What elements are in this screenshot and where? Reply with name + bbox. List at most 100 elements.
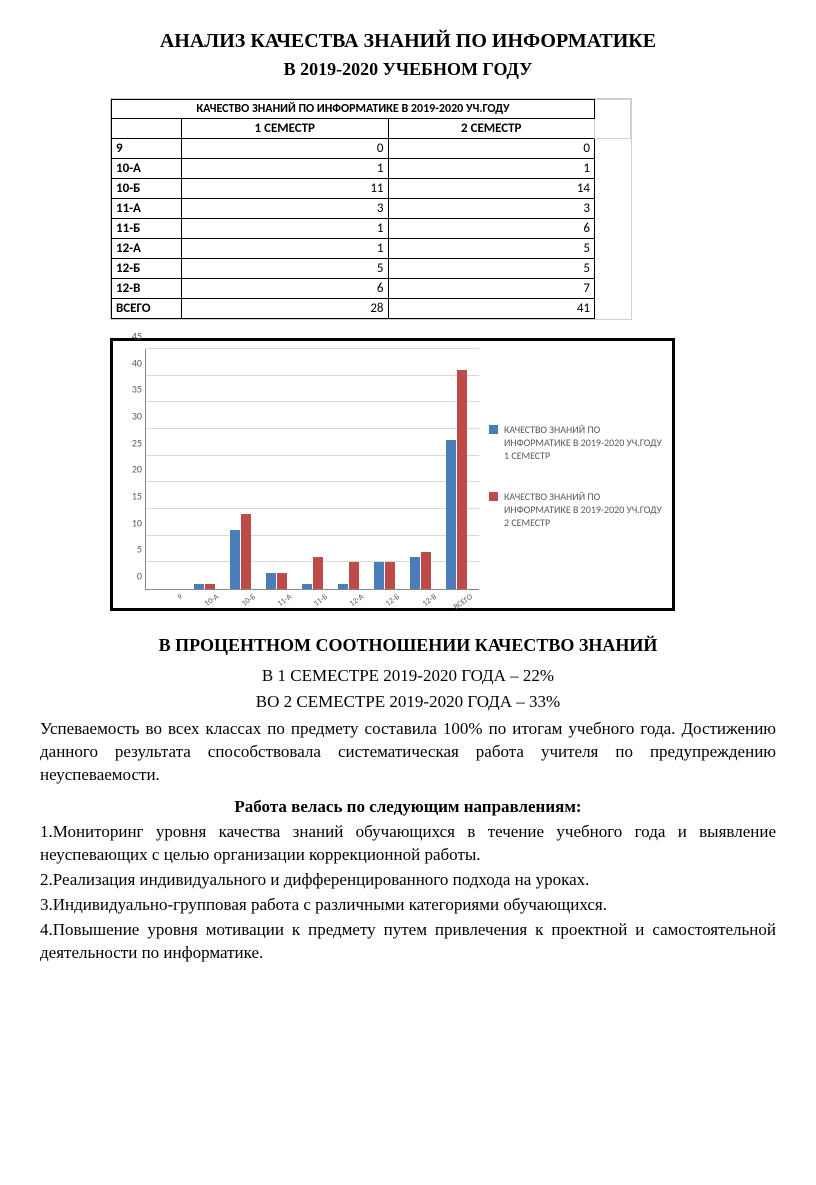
table-header-span: КАЧЕСТВО ЗНАНИЙ ПО ИНФОРМАТИКЕ В 2019-20… — [112, 100, 595, 119]
table-cell-sem2: 1 — [388, 159, 595, 179]
chart-bar-group — [230, 514, 251, 589]
table-col-2: 2 СЕМЕСТР — [388, 119, 595, 139]
table-row: 900 — [112, 139, 631, 159]
chart-ytick: 35 — [122, 383, 142, 396]
chart-x-labels: 910-А10-Б11-А11-Б12-А12-Б12-ВВСЕГО — [145, 590, 479, 602]
list-item: 3.Индивидуально-групповая работа с разли… — [40, 894, 776, 917]
legend-item-2: КАЧЕСТВО ЗНАНИЙ ПО ИНФОРМАТИКЕ В 2019-20… — [489, 490, 666, 529]
page-subtitle: В 2019-2020 УЧЕБНОМ ГОДУ — [40, 59, 776, 80]
table-cell-sem2: 14 — [388, 179, 595, 199]
table-cell-sem2: 3 — [388, 199, 595, 219]
legend-swatch-icon — [489, 425, 498, 434]
chart-ytick: 15 — [122, 490, 142, 503]
chart-bar-group — [266, 573, 287, 589]
table-col-1: 1 СЕМЕСТР — [182, 119, 389, 139]
quality-table: КАЧЕСТВО ЗНАНИЙ ПО ИНФОРМАТИКЕ В 2019-20… — [110, 98, 632, 320]
chart-bar-s2 — [349, 562, 359, 589]
table-cell-sem1: 28 — [182, 299, 389, 319]
list-item: 2.Реализация индивидуального и дифференц… — [40, 869, 776, 892]
table-empty-corner — [112, 119, 182, 139]
table-extra-col — [595, 100, 631, 139]
chart-bar-s1 — [266, 573, 276, 589]
paragraph-1: Успеваемость во всех классах по предмету… — [40, 718, 776, 787]
chart-bar-group — [446, 370, 467, 589]
chart-bar-s1 — [302, 584, 312, 589]
chart-ytick: 30 — [122, 410, 142, 423]
chart-xlabel: 12-Б — [377, 592, 402, 614]
work-heading: Работа велась по следующим направлениям: — [40, 797, 776, 817]
percent-heading: В ПРОЦЕНТНОМ СООТНОШЕНИИ КАЧЕСТВО ЗНАНИЙ — [40, 635, 776, 656]
chart-xlabel: 10-Б — [232, 592, 257, 614]
chart-ytick: 40 — [122, 356, 142, 369]
table-cell-sem1: 3 — [182, 199, 389, 219]
chart-xlabel: 12-А — [341, 592, 366, 614]
table-row-label: 12-Б — [112, 259, 182, 279]
percent-line-1: В 1 СЕМЕСТРЕ 2019-2020 ГОДА – 22% — [40, 666, 776, 686]
list-item: 4.Повышение уровня мотивации к предмету … — [40, 919, 776, 965]
chart-ytick: 0 — [122, 570, 142, 583]
table-row-label: 10-Б — [112, 179, 182, 199]
table-row-label: 9 — [112, 139, 182, 159]
table-cell-sem2: 6 — [388, 219, 595, 239]
chart-bar-s1 — [446, 440, 456, 589]
chart-bar-group — [410, 552, 431, 589]
page-title: АНАЛИЗ КАЧЕСТВА ЗНАНИЙ ПО ИНФОРМАТИКЕ — [40, 30, 776, 53]
chart-bar-s2 — [385, 562, 395, 589]
chart-bar-s2 — [313, 557, 323, 589]
table-cell-sem2: 7 — [388, 279, 595, 299]
table-cell-sem2: 0 — [388, 139, 595, 159]
chart-bar-s2 — [277, 573, 287, 589]
table-cell-sem1: 1 — [182, 159, 389, 179]
chart-bar-group — [194, 584, 215, 589]
chart-xlabel: 12-В — [413, 592, 438, 614]
table-cell-sem1: 5 — [182, 259, 389, 279]
table-row: 10-А11 — [112, 159, 631, 179]
table-row: 10-Б1114 — [112, 179, 631, 199]
table-cell-sem2: 5 — [388, 259, 595, 279]
table-row-label: 11-Б — [112, 219, 182, 239]
table-cell-sem1: 1 — [182, 219, 389, 239]
chart-xlabel: 11-А — [268, 592, 293, 614]
table-row: 12-А15 — [112, 239, 631, 259]
table-cell-sem2: 5 — [388, 239, 595, 259]
table-cell-sem1: 11 — [182, 179, 389, 199]
chart-xlabel: 10-А — [196, 592, 221, 614]
table-cell-sem1: 0 — [182, 139, 389, 159]
table-row-label: 12-А — [112, 239, 182, 259]
quality-chart: 051015202530354045 910-А10-Б11-А11-Б12-А… — [110, 338, 675, 611]
table-row-label: 10-А — [112, 159, 182, 179]
chart-bar-s1 — [410, 557, 420, 589]
table-cell-sem1: 6 — [182, 279, 389, 299]
chart-bar-s2 — [241, 514, 251, 589]
legend-label-2: КАЧЕСТВО ЗНАНИЙ ПО ИНФОРМАТИКЕ В 2019-20… — [504, 490, 666, 529]
table-row: ВСЕГО2841 — [112, 299, 631, 319]
table-row-label: 11-А — [112, 199, 182, 219]
table-cell-sem2: 41 — [388, 299, 595, 319]
chart-bar-s1 — [374, 562, 384, 589]
chart-bar-s1 — [194, 584, 204, 589]
chart-ytick: 20 — [122, 463, 142, 476]
percent-line-2: ВО 2 СЕМЕСТРЕ 2019-2020 ГОДА – 33% — [40, 692, 776, 712]
chart-bar-group — [302, 557, 323, 589]
chart-ytick: 45 — [122, 330, 142, 343]
table-row: 12-Б55 — [112, 259, 631, 279]
legend-label-1: КАЧЕСТВО ЗНАНИЙ ПО ИНФОРМАТИКЕ В 2019-20… — [504, 423, 666, 462]
table-row-label: ВСЕГО — [112, 299, 182, 319]
chart-xlabel: 9 — [159, 592, 184, 614]
chart-bar-s1 — [230, 530, 240, 589]
table-row-label: 12-В — [112, 279, 182, 299]
chart-ytick: 10 — [122, 516, 142, 529]
list-item: 1.Мониторинг уровня качества знаний обуч… — [40, 821, 776, 867]
chart-plot-area: 051015202530354045 — [145, 349, 479, 590]
table-cell-sem1: 1 — [182, 239, 389, 259]
table-row: 11-А33 — [112, 199, 631, 219]
chart-bar-s2 — [205, 584, 215, 589]
chart-legend: КАЧЕСТВО ЗНАНИЙ ПО ИНФОРМАТИКЕ В 2019-20… — [479, 349, 666, 602]
table-row: 12-В67 — [112, 279, 631, 299]
chart-bar-group — [374, 562, 395, 589]
chart-bar-s2 — [457, 370, 467, 589]
chart-bar-group — [338, 562, 359, 589]
legend-swatch-icon — [489, 492, 498, 501]
legend-item-1: КАЧЕСТВО ЗНАНИЙ ПО ИНФОРМАТИКЕ В 2019-20… — [489, 423, 666, 462]
chart-ytick: 25 — [122, 436, 142, 449]
